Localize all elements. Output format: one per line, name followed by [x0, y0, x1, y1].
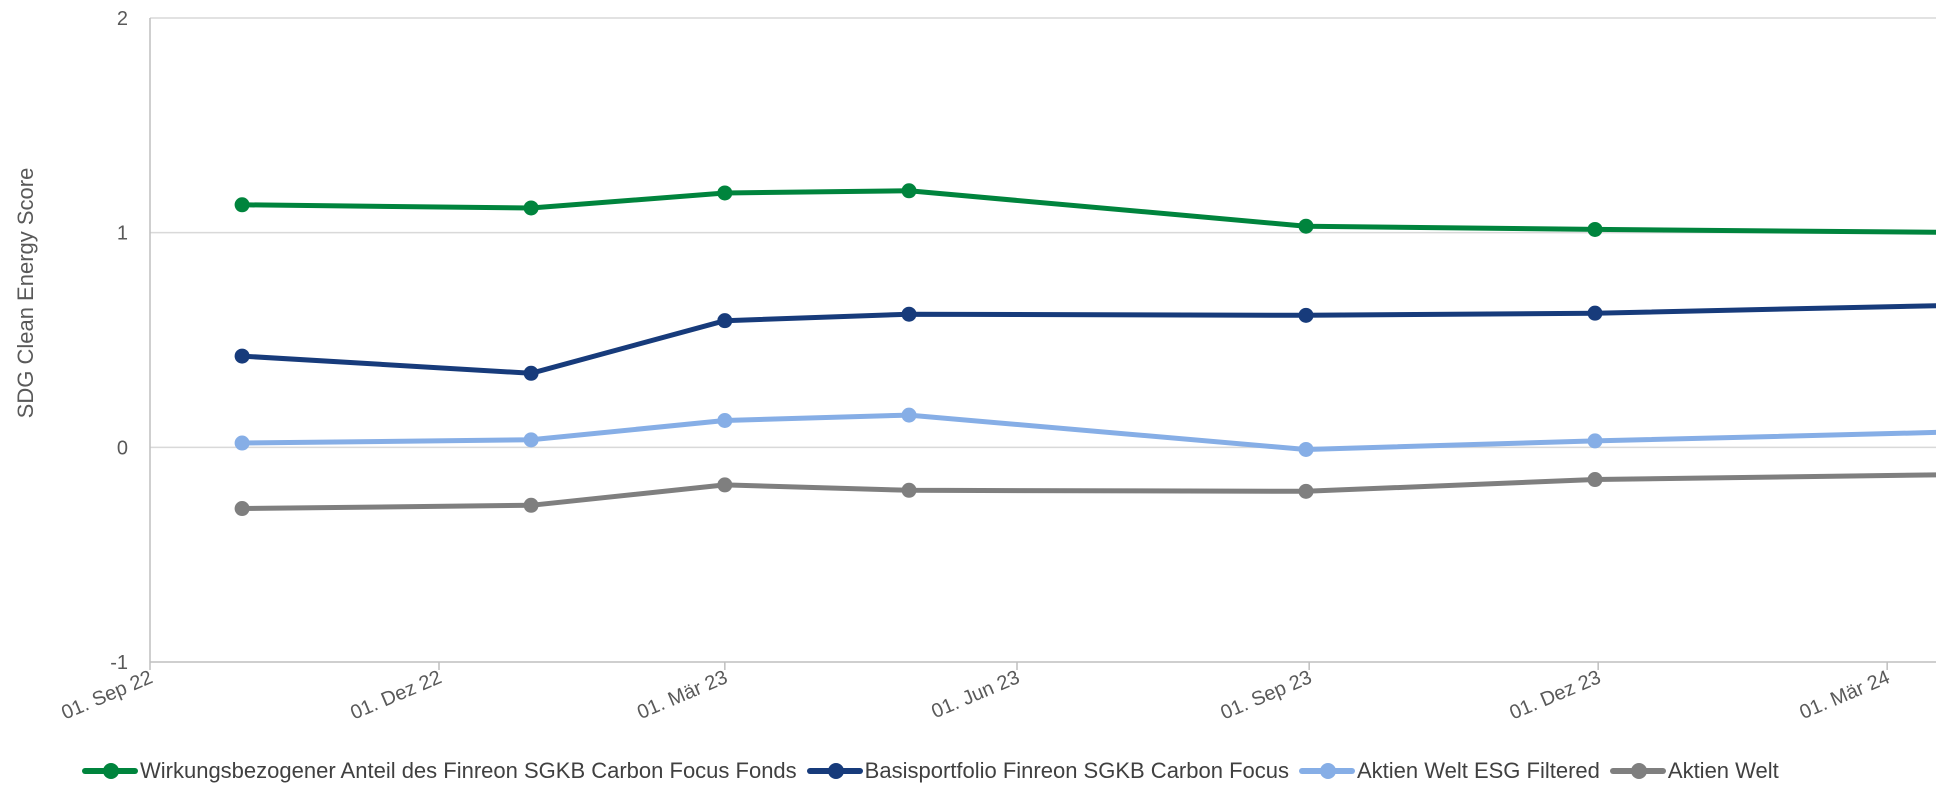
data-point	[234, 435, 250, 451]
legend-label: Aktien Welt ESG Filtered	[1356, 758, 1600, 783]
data-point	[523, 200, 539, 216]
legend-item: Aktien Welt ESG Filtered	[1298, 758, 1600, 784]
x-tick-label: 01. Dez 22	[347, 666, 445, 724]
x-tick-label: 01. Mär 24	[1797, 666, 1894, 724]
legend-marker-icon	[1630, 763, 1647, 779]
x-tick-label: 01. Sep 23	[1217, 666, 1315, 724]
series-1	[234, 183, 1936, 237]
data-point	[717, 477, 733, 493]
legend-swatch	[806, 763, 863, 779]
data-point	[1298, 483, 1314, 499]
x-tick-labels: 01. Sep 22 01. Dez 22 01. Mär 23 01. Jun 23…	[58, 666, 1893, 724]
series-line	[239, 412, 1936, 452]
series-3	[234, 407, 1936, 457]
legend-swatch	[82, 763, 138, 779]
legend-item: Basisportfolio Finreon SGKB Carbon Focus	[806, 758, 1289, 784]
legend-item: Aktien Welt	[1609, 758, 1779, 784]
data-point	[717, 413, 733, 428]
series-line	[239, 188, 1936, 235]
series-layer	[234, 183, 1936, 517]
data-point	[1298, 441, 1314, 457]
legend-marker-icon	[827, 763, 844, 779]
x-tick-label: 01. Mär 23	[634, 666, 731, 724]
series-2	[234, 303, 1936, 381]
data-point	[901, 183, 917, 199]
data-point	[523, 365, 539, 381]
axes-layer	[149, 18, 1936, 670]
legend-item: Wirkungsbezogener Anteil des Finreon SGK…	[82, 758, 797, 784]
data-point	[1298, 218, 1314, 234]
legend-marker-icon	[1319, 763, 1336, 779]
x-tick-label: 01. Sep 22	[58, 666, 156, 724]
legend-swatch	[1609, 763, 1666, 779]
data-point	[901, 306, 917, 322]
series-line	[239, 472, 1936, 511]
x-tick-label: 01. Dez 23	[1506, 666, 1604, 724]
data-point	[717, 313, 733, 329]
data-point	[901, 407, 917, 423]
x-tick-label: 01. Jun 23	[928, 666, 1023, 723]
data-point	[1587, 305, 1603, 321]
data-point	[234, 348, 250, 364]
y-tick-labels: -1 0 1 2	[110, 8, 128, 674]
data-point	[1587, 433, 1603, 449]
y-tick-label: 2	[117, 8, 128, 30]
data-point	[523, 432, 539, 448]
y-axis-label: SDG Clean Energy Score	[13, 168, 38, 419]
series-line	[239, 303, 1936, 376]
legend-label: Aktien Welt	[1667, 758, 1779, 783]
data-point	[1298, 307, 1314, 323]
data-point	[901, 482, 917, 498]
y-tick-label: 0	[117, 437, 128, 459]
legend-marker-icon	[103, 763, 119, 779]
data-point	[717, 185, 733, 201]
data-point	[234, 501, 250, 517]
legend-label: Wirkungsbezogener Anteil des Finreon SGK…	[140, 758, 797, 783]
legend-label: Basisportfolio Finreon SGKB Carbon Focus	[864, 758, 1289, 783]
legend: Wirkungsbezogener Anteil des Finreon SGK…	[82, 756, 1789, 786]
gridlines-layer	[150, 17, 1936, 449]
data-point	[234, 197, 250, 213]
data-point	[523, 497, 539, 513]
series-4	[234, 472, 1936, 517]
legend-swatch	[1298, 763, 1355, 779]
data-point	[1587, 221, 1603, 237]
data-point	[1587, 472, 1603, 488]
y-tick-label: 1	[117, 223, 128, 245]
y-tick-label: -1	[110, 652, 128, 674]
